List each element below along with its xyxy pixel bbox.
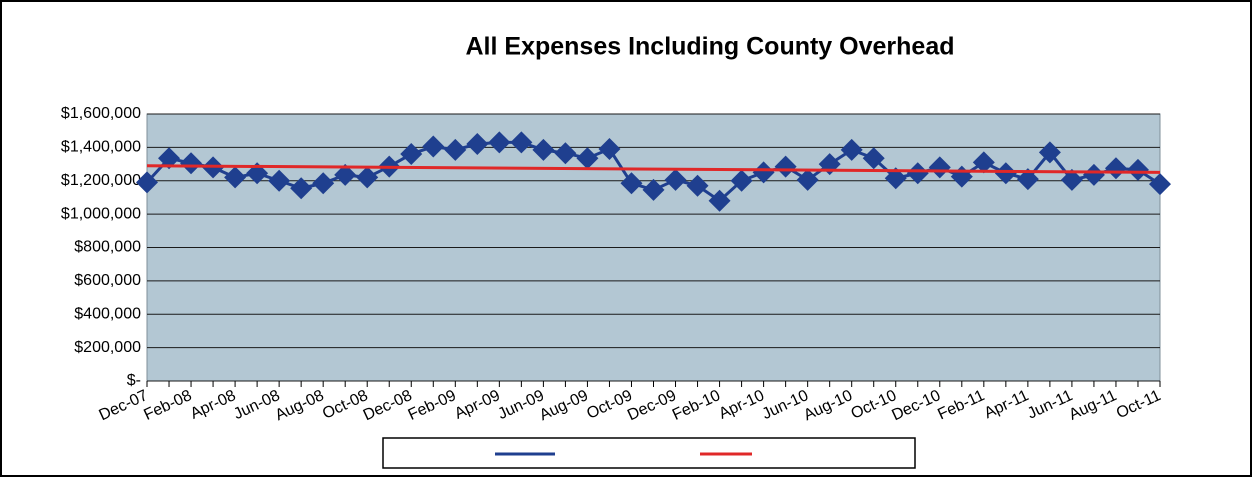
data-point [444,138,467,161]
data-point [928,156,951,179]
data-point [180,152,203,175]
data-point [554,142,577,165]
data-point [1104,157,1127,180]
data-point [224,166,247,189]
data-point [1060,168,1083,191]
data-point [268,169,291,192]
trendline [146,164,1161,174]
data-point [334,163,357,186]
data-point [906,162,929,185]
data-point [136,171,158,194]
y-tick-label: $400,000 [74,305,141,322]
data-point [510,131,533,154]
data-point [1149,173,1171,196]
data-point [708,189,731,212]
data-point [422,135,445,158]
data-point [576,147,599,170]
data-point [752,161,775,184]
data-point [664,168,687,191]
data-point [1082,163,1105,186]
y-tick-label: $1,600,000 [61,105,141,122]
y-tick-label: $1,000,000 [61,205,141,222]
data-point [994,162,1017,185]
data-point [620,172,643,195]
data-point [686,174,709,197]
data-point [642,178,665,201]
legend [382,437,916,469]
y-tick-label: $600,000 [74,272,141,289]
data-point [488,131,511,154]
y-tick-label: $800,000 [74,239,141,256]
data-point [1126,158,1149,181]
data-point [290,177,313,200]
data-point [1038,141,1061,164]
data-point [158,147,181,170]
data-point [862,147,885,170]
data-point [598,138,621,161]
data-point [730,169,753,192]
data-point [532,138,555,161]
data-point [356,166,379,189]
data-point [1016,168,1039,191]
data-point [972,151,995,174]
y-tick-label: $1,400,000 [61,139,141,156]
data-point [796,168,819,191]
data-point [466,133,489,156]
data-point [774,155,797,178]
data-point [400,143,423,166]
data-point [840,138,863,161]
data-point [312,172,335,195]
chart-title: All Expenses Including County Overhead [466,33,955,61]
y-tick-label: $1,200,000 [61,172,141,189]
y-tick-label: $200,000 [74,339,141,356]
data-point [884,167,907,190]
y-tick-label: $- [127,372,141,389]
